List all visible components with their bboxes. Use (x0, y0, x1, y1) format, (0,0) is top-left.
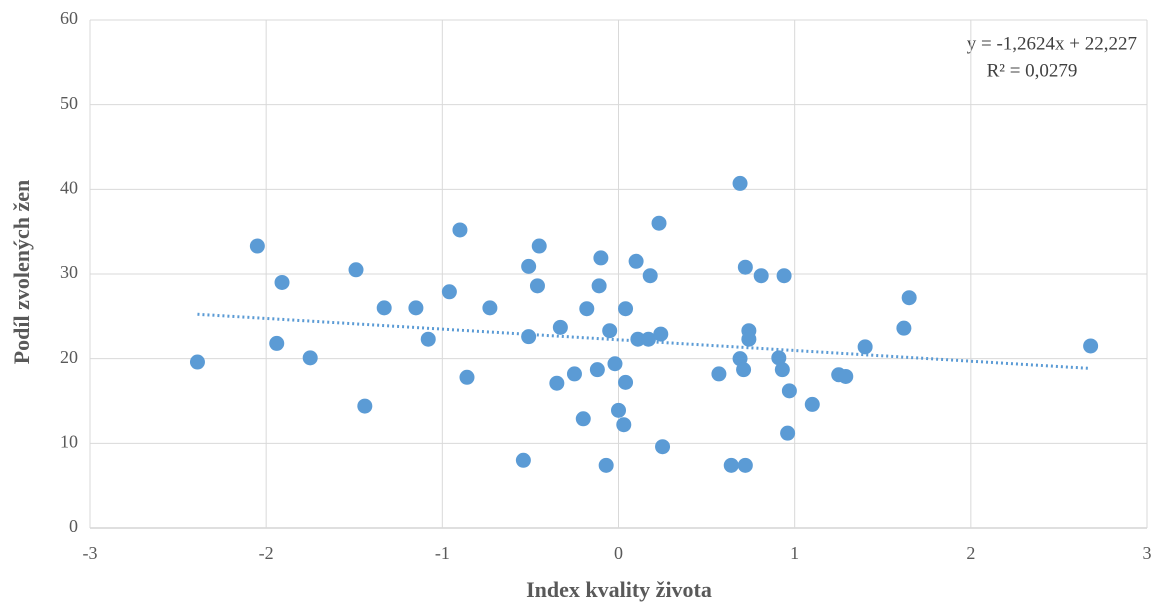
data-point (408, 300, 424, 316)
data-point (781, 383, 797, 399)
data-point (521, 258, 537, 274)
data-point (628, 253, 644, 269)
data-point (529, 278, 545, 294)
data-point (753, 268, 769, 284)
data-point (515, 452, 531, 468)
x-tick-label: 2 (966, 543, 975, 563)
data-point (575, 411, 591, 427)
trendline-equation: y = -1,2624x + 22,227 (967, 33, 1137, 54)
data-point (357, 398, 373, 414)
y-axis-title: Podíl zvolených žen (9, 180, 34, 365)
y-tick-label: 0 (69, 516, 78, 536)
data-point (611, 402, 626, 418)
data-point (737, 259, 753, 275)
data-point (531, 238, 547, 254)
data-point (732, 175, 748, 191)
data-point (630, 331, 646, 347)
data-point (737, 457, 753, 473)
data-point (589, 362, 605, 378)
data-point (269, 335, 285, 351)
x-tick-label: -2 (259, 543, 274, 563)
data-point (655, 439, 671, 455)
data-point (521, 329, 537, 345)
data-point (302, 350, 318, 366)
y-tick-label: 30 (60, 262, 78, 282)
x-tick-label: -1 (435, 543, 450, 563)
data-point (607, 356, 623, 372)
data-point (420, 331, 436, 347)
x-tick-label: 3 (1143, 543, 1152, 563)
y-tick-label: 20 (60, 347, 78, 367)
y-tick-label: 50 (60, 93, 78, 113)
data-point (593, 250, 609, 266)
data-point (736, 362, 752, 378)
data-point (711, 366, 727, 382)
data-point (774, 362, 790, 378)
data-point (618, 374, 634, 390)
data-point (771, 350, 787, 366)
data-point (452, 222, 468, 238)
data-point (598, 457, 614, 473)
data-point (274, 274, 290, 290)
data-point (616, 417, 632, 433)
y-tick-label: 60 (60, 8, 78, 28)
r-squared: R² = 0,0279 (987, 60, 1078, 81)
data-point (651, 215, 667, 231)
x-tick-label: -3 (83, 543, 98, 563)
data-point (640, 331, 656, 347)
data-point (780, 425, 796, 441)
data-point (459, 369, 475, 385)
data-point (482, 300, 498, 316)
data-point (189, 354, 205, 370)
data-point (376, 300, 392, 316)
y-tick-label: 10 (60, 431, 78, 451)
data-point (741, 331, 757, 347)
data-point (552, 319, 568, 335)
data-point (896, 320, 912, 336)
data-point (579, 301, 595, 317)
data-point (857, 339, 873, 355)
data-point (653, 326, 669, 342)
data-point (804, 396, 820, 412)
data-point (249, 238, 265, 254)
data-point (723, 457, 739, 473)
trendline (197, 312, 1091, 370)
data-point (549, 375, 565, 391)
x-axis-title: Index kvality života (526, 577, 712, 602)
x-tick-label: 0 (614, 543, 623, 563)
data-point (1083, 338, 1099, 354)
data-point (566, 366, 582, 382)
data-point (591, 278, 607, 294)
x-tick-label: 1 (790, 543, 799, 563)
data-point (348, 262, 364, 278)
data-point (642, 268, 658, 284)
data-point (838, 368, 854, 384)
data-point (602, 323, 618, 339)
data-point (776, 268, 792, 284)
data-point (441, 284, 457, 300)
y-tick-label: 40 (60, 177, 78, 197)
data-point (901, 290, 917, 306)
data-point (618, 301, 634, 317)
